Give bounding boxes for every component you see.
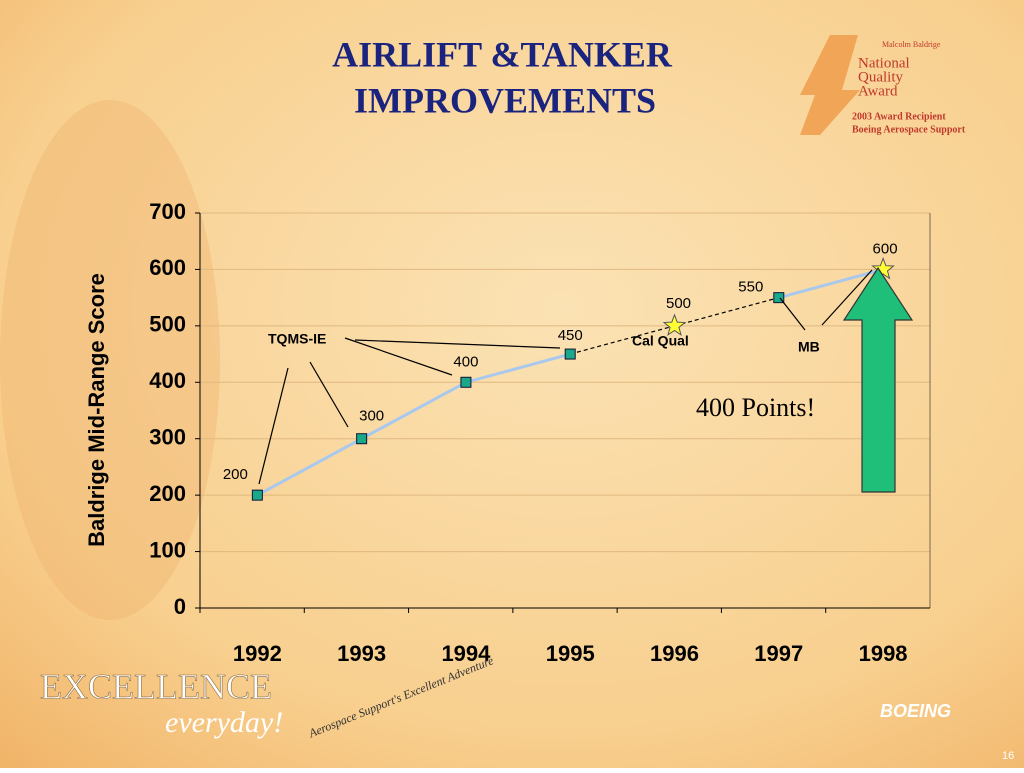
x-tick-label: 1998: [859, 641, 908, 666]
marker: [356, 433, 368, 445]
x-tick-label: 1995: [546, 641, 595, 666]
y-tick-label: 600: [149, 255, 186, 280]
y-axis-label: Baldrige Mid-Range Score: [84, 273, 109, 547]
award-text: National: [858, 55, 910, 71]
data-label: 200: [223, 466, 248, 483]
x-tick-label: 1992: [233, 641, 282, 666]
footer-company: BOEING: [880, 701, 951, 721]
big-arrow: [842, 266, 914, 493]
annotation: 400 Points!: [696, 393, 815, 422]
line-segment: [778, 267, 884, 300]
line-segment: [256, 437, 363, 497]
data-label: 500: [666, 295, 691, 312]
line-segment: [465, 352, 571, 384]
award-text: Malcolm Baldrige: [882, 40, 941, 49]
footer-brand: EXCELLENCE: [40, 666, 272, 706]
award-text: Quality: [858, 69, 903, 85]
y-tick-label: 300: [149, 425, 186, 450]
y-tick-label: 0: [174, 594, 186, 619]
y-tick-label: 500: [149, 312, 186, 337]
annotation: TQMS-IE: [268, 331, 326, 347]
footer-tagline: everyday!: [165, 706, 283, 739]
annotation: MB: [798, 339, 820, 355]
award-text: Boeing Aerospace Support: [852, 124, 966, 135]
data-label: 300: [359, 408, 384, 425]
award-text: 2003 Award Recipient: [852, 111, 946, 122]
silhouette: [0, 100, 220, 620]
award-logo: [800, 35, 860, 135]
x-tick-label: 1994: [441, 641, 491, 666]
title: AIRLIFT &TANKER: [332, 34, 673, 74]
x-tick-label: 1996: [650, 641, 699, 666]
marker: [251, 489, 263, 501]
marker: [871, 256, 895, 280]
data-label: 450: [558, 327, 583, 344]
award-text: Award: [858, 83, 898, 99]
marker: [662, 313, 687, 336]
marker: [460, 376, 472, 388]
title: IMPROVEMENTS: [354, 80, 656, 120]
y-tick-label: 200: [149, 481, 186, 506]
annotation-arrows: [258, 269, 873, 485]
x-tick-label: 1997: [754, 641, 803, 666]
x-tick-label: 1993: [337, 641, 386, 666]
data-label: 550: [738, 279, 763, 296]
annotation: Cal Qual: [632, 333, 689, 349]
y-tick-label: 400: [149, 368, 186, 393]
marker: [564, 348, 576, 360]
page-number: 16: [1002, 750, 1014, 762]
data-label: 400: [453, 353, 478, 370]
y-tick-label: 700: [149, 199, 186, 224]
y-tick-label: 100: [149, 537, 186, 562]
data-label: 600: [873, 240, 898, 257]
marker: [773, 292, 785, 304]
line-segment: [360, 380, 467, 441]
